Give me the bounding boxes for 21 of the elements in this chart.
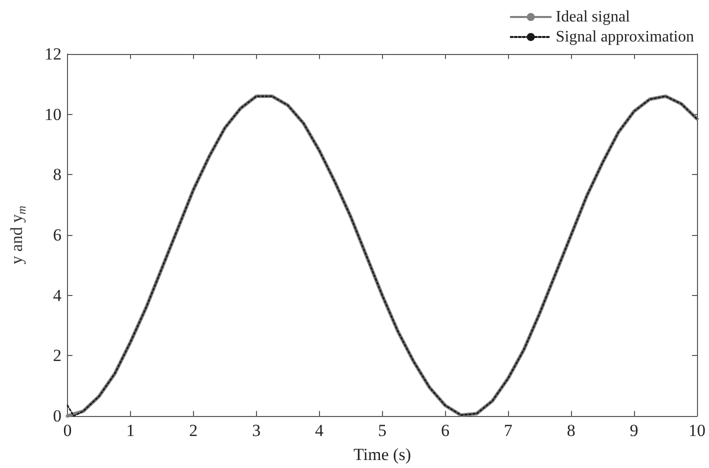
y-tick-label: 8 <box>53 165 62 184</box>
x-tick-label: 9 <box>630 421 638 440</box>
x-tick-label: 8 <box>566 421 576 440</box>
y-tick-label: 2 <box>53 346 62 366</box>
x-tick-label: 1 <box>126 421 135 440</box>
y-tick-label: 0 <box>53 406 62 426</box>
x-tick-label: 5 <box>378 421 386 440</box>
x-tick-label: 2 <box>189 421 198 440</box>
y-axis-title: y and ym <box>7 205 28 264</box>
x-tick-label: 3 <box>252 421 261 440</box>
x-axis-title: Time (s) <box>354 445 411 464</box>
x-tick-label: 10 <box>688 421 706 440</box>
x-tick-label: 7 <box>504 421 513 440</box>
legend-label: Ideal signal <box>556 8 631 26</box>
legend-label: Signal approximation <box>556 28 694 46</box>
y-tick-label: 4 <box>53 286 62 305</box>
x-tick-label: 6 <box>440 421 450 440</box>
y-tick-label: 12 <box>44 44 62 64</box>
y-tick-label: 10 <box>44 104 62 124</box>
y-tick-label: 6 <box>53 226 62 244</box>
x-tick-label: 4 <box>315 421 324 440</box>
